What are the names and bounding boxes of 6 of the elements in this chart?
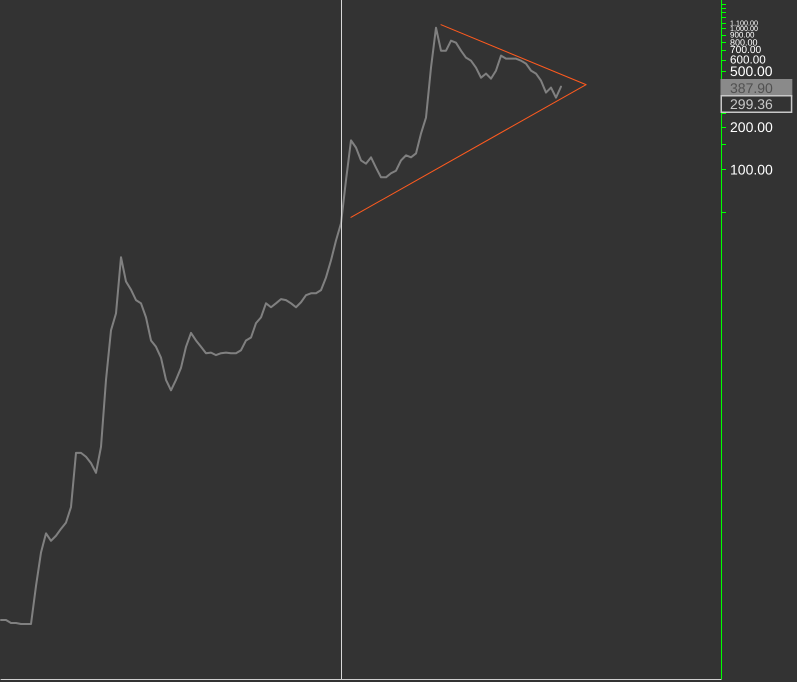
y-tick-label: 800.00 bbox=[730, 37, 758, 48]
y-tick-label: 200.00 bbox=[730, 119, 774, 136]
y-tick-label: 100.00 bbox=[730, 161, 774, 178]
y-tick-label: 900.00 bbox=[730, 30, 756, 40]
text: 387.90 bbox=[730, 80, 774, 96]
text: 299.36 bbox=[730, 96, 774, 112]
